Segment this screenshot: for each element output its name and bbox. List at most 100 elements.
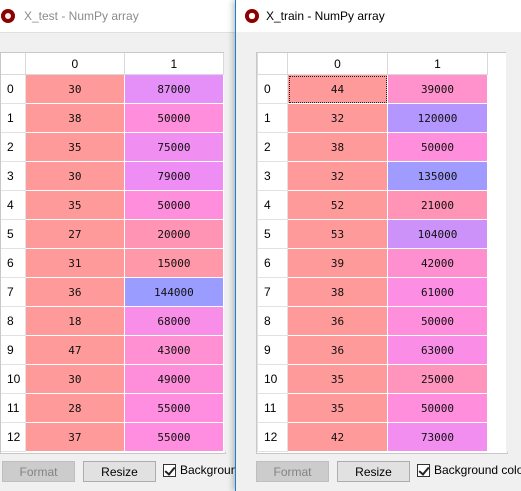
resize-button[interactable]: Resize: [337, 461, 410, 482]
table-cell[interactable]: 49000: [123, 364, 225, 394]
table-row[interactable]: 2 38 50000: [257, 132, 488, 162]
row-header[interactable]: 5: [1, 219, 26, 249]
table-row[interactable]: 8 18 68000: [1, 306, 225, 336]
table-cell[interactable]: 39: [287, 248, 388, 278]
table-cell[interactable]: 28: [24, 393, 125, 423]
x-train-titlebar[interactable]: X_train - NumPy array: [236, 0, 521, 32]
checkbox-checked-icon[interactable]: [163, 463, 176, 477]
table-cell[interactable]: 135000: [387, 161, 488, 191]
table-cell[interactable]: 68000: [123, 306, 225, 336]
table-cell[interactable]: 32: [287, 161, 388, 191]
table-cell[interactable]: 38: [287, 132, 388, 162]
x-train-window[interactable]: X_train - NumPy array 0 1 0 44 39000 1 32 120…: [235, 0, 521, 491]
row-header[interactable]: 6: [257, 248, 288, 278]
row-header[interactable]: 2: [1, 132, 26, 162]
table-cell[interactable]: 50000: [123, 103, 225, 133]
table-cell[interactable]: 50000: [123, 190, 225, 220]
column-header-1[interactable]: 1: [123, 53, 225, 75]
x-train-grid[interactable]: 0 1 0 44 39000 1 32 120000 2 38 50000 3 32 135000 4 5…: [257, 53, 488, 452]
table-row[interactable]: 1 38 50000: [1, 103, 225, 133]
table-row[interactable]: 12 42 73000: [257, 422, 488, 452]
x-test-window[interactable]: X_test - NumPy array 0 1 0 30 87000 1 38 5000…: [0, 0, 236, 491]
table-row[interactable]: 2 35 75000: [1, 132, 225, 162]
row-header[interactable]: 0: [1, 74, 26, 104]
table-row[interactable]: 1 32 120000: [257, 103, 488, 133]
table-row[interactable]: 7 38 61000: [257, 277, 488, 307]
format-button[interactable]: Format: [2, 461, 75, 482]
table-cell[interactable]: 36: [24, 277, 125, 307]
table-cell[interactable]: 47: [24, 335, 125, 365]
table-cell[interactable]: 104000: [387, 219, 488, 249]
table-cell[interactable]: 36: [287, 306, 388, 336]
table-row[interactable]: 5 53 104000: [257, 219, 488, 249]
table-cell[interactable]: 42: [287, 422, 388, 452]
table-cell[interactable]: 44: [287, 74, 388, 104]
row-header[interactable]: 8: [1, 306, 26, 336]
table-row[interactable]: 9 36 63000: [257, 335, 488, 365]
x-test-scrollbar[interactable]: [224, 52, 236, 452]
table-cell[interactable]: 50000: [387, 393, 488, 423]
table-row[interactable]: 7 36 144000: [1, 277, 225, 307]
table-row[interactable]: 4 35 50000: [1, 190, 225, 220]
row-header[interactable]: 10: [1, 364, 26, 394]
table-cell[interactable]: 43000: [123, 335, 225, 365]
checkbox-checked-icon[interactable]: [417, 463, 430, 477]
table-row[interactable]: 4 52 21000: [257, 190, 488, 220]
x-test-titlebar[interactable]: X_test - NumPy array: [0, 0, 236, 33]
table-cell[interactable]: 38: [24, 103, 125, 133]
table-cell[interactable]: 55000: [123, 422, 225, 452]
table-cell[interactable]: 63000: [387, 335, 488, 365]
row-header[interactable]: 7: [1, 277, 26, 307]
table-cell[interactable]: 21000: [387, 190, 488, 220]
table-row[interactable]: 11 28 55000: [1, 393, 225, 423]
table-cell[interactable]: 30: [24, 74, 125, 104]
row-header[interactable]: 11: [1, 393, 26, 423]
table-cell[interactable]: 144000: [123, 277, 225, 307]
row-header[interactable]: 0: [257, 74, 288, 104]
row-header[interactable]: 4: [257, 190, 288, 220]
table-row[interactable]: 9 47 43000: [1, 335, 225, 365]
x-train-scrollbar[interactable]: [506, 52, 521, 452]
x-test-table-view[interactable]: 0 1 0 30 87000 1 38 50000 2 35 75000 3 30 79000 4 35 5…: [0, 52, 226, 454]
table-cell[interactable]: 15000: [123, 248, 225, 278]
x-test-grid[interactable]: 0 1 0 30 87000 1 38 50000 2 35 75000 3 30 79000 4 35 5…: [1, 53, 225, 452]
x-train-table-view[interactable]: 0 1 0 44 39000 1 32 120000 2 38 50000 3 32 135000 4 5…: [256, 52, 508, 454]
table-row[interactable]: 3 32 135000: [257, 161, 488, 191]
table-cell[interactable]: 75000: [123, 132, 225, 162]
row-header[interactable]: 5: [257, 219, 288, 249]
table-cell[interactable]: 61000: [387, 277, 488, 307]
row-header[interactable]: 7: [257, 277, 288, 307]
table-cell[interactable]: 27: [24, 219, 125, 249]
table-cell[interactable]: 120000: [387, 103, 488, 133]
table-row[interactable]: 6 39 42000: [257, 248, 488, 278]
resize-button[interactable]: Resize: [83, 461, 156, 482]
column-header-0[interactable]: 0: [24, 53, 125, 75]
table-cell[interactable]: 36: [287, 335, 388, 365]
row-header[interactable]: 9: [257, 335, 288, 365]
table-cell[interactable]: 42000: [387, 248, 488, 278]
row-header[interactable]: 1: [257, 103, 288, 133]
row-header[interactable]: 6: [1, 248, 26, 278]
table-cell[interactable]: 35: [287, 364, 388, 394]
table-row[interactable]: 12 37 55000: [1, 422, 225, 452]
table-cell[interactable]: 50000: [387, 306, 488, 336]
table-cell[interactable]: 39000: [387, 74, 488, 104]
row-header[interactable]: 10: [257, 364, 288, 394]
table-cell[interactable]: 38: [287, 277, 388, 307]
row-header[interactable]: 9: [1, 335, 26, 365]
background-color-checkbox[interactable]: Background color: [417, 463, 521, 477]
row-header[interactable]: 12: [257, 422, 288, 452]
table-cell[interactable]: 35: [287, 393, 388, 423]
row-header[interactable]: 12: [1, 422, 26, 452]
row-header[interactable]: 2: [257, 132, 288, 162]
row-header[interactable]: 8: [257, 306, 288, 336]
corner-header[interactable]: [257, 53, 288, 75]
table-cell[interactable]: 37: [24, 422, 125, 452]
background-color-checkbox[interactable]: Background: [163, 463, 236, 477]
table-cell[interactable]: 52: [287, 190, 388, 220]
table-cell[interactable]: 35: [24, 190, 125, 220]
row-header[interactable]: 4: [1, 190, 26, 220]
table-cell[interactable]: 25000: [387, 364, 488, 394]
table-row[interactable]: 0 44 39000: [257, 74, 488, 104]
table-row[interactable]: 11 35 50000: [257, 393, 488, 423]
